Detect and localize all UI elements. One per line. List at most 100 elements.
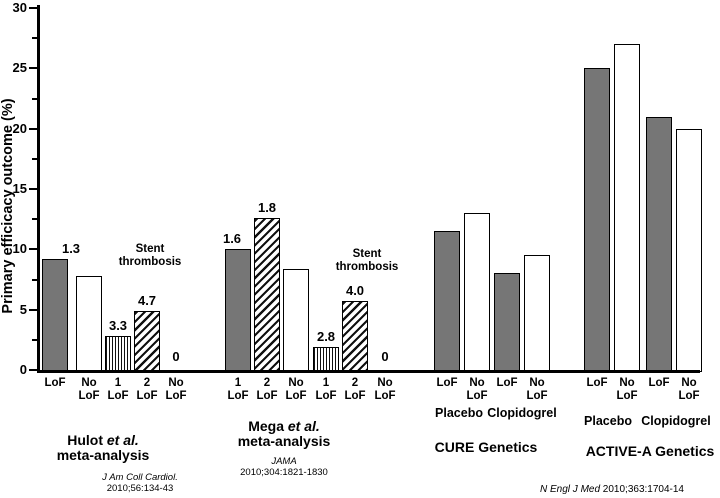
group-citation-line: 2010;56:134-43 [107,483,174,494]
x-tick-label: LoF [586,377,608,389]
bar [134,310,160,372]
y-major-tick [29,248,37,251]
caption-text: et al. [287,418,320,434]
y-tick-label: 15 [12,181,27,196]
arm-label: Clopidogrel [487,406,557,420]
y-minor-tick [32,37,37,40]
annotation-stent-thrombosis: Stent thrombosis [335,248,399,273]
caption-text: J Am Coll Cardiol. [102,472,178,483]
x-tick-label: 1 LoF [315,377,337,402]
bar [225,249,251,372]
y-tick-label: 0 [19,362,27,377]
arm-label: Clopidogrel [641,414,711,428]
bar [76,275,102,372]
bar [524,255,550,372]
caption-text: CURE Genetics [434,439,538,455]
footnote-citation: N Engl J Med 2010;363:1704-14 [540,484,684,495]
x-tick-label: 2 LoF [344,377,366,402]
y-minor-tick [32,157,37,160]
y-major-tick [29,67,37,70]
y-major-tick [29,188,37,190]
y-minor-tick [32,97,37,100]
bar [283,268,309,372]
bar [494,273,520,372]
x-tick-label: No LoF [678,377,700,402]
bar-data-label: 1.3 [61,240,81,256]
y-minor-tick [32,338,37,341]
caption-text: JAMA [271,456,297,467]
bar [342,301,368,372]
x-axis-line [37,369,700,373]
x-tick-label: No LoF [165,377,187,402]
x-tick-label: 1 LoF [227,377,249,402]
x-tick-label: No LoF [374,377,396,402]
arm-label: Placebo [584,414,632,428]
caption-text: meta-analysis [56,447,150,463]
x-tick-label: No LoF [526,377,548,402]
bar-data-label: 2.8 [316,329,336,345]
bar-data-label: 4.0 [345,283,365,299]
x-tick-label: LoF [436,377,458,389]
caption-text: 2010;56:134-43 [106,483,174,494]
y-major-tick [29,308,37,311]
group-citation-line: JAMA [271,456,296,467]
bar-data-label: 1.8 [257,199,277,215]
caption-text: ACTIVE-A Genetics [585,443,715,459]
y-tick-label: 20 [12,120,27,136]
x-tick-label: 2 LoF [256,377,278,402]
bar-data-label: 4.7 [137,292,157,308]
group-title-line: Hulot et al. [67,433,139,448]
x-tick-label: No LoF [616,377,638,402]
x-tick-label: LoF [496,377,518,389]
bar [254,217,280,372]
group-citation-line: J Am Coll Cardiol. [102,472,178,483]
caption-text: Hulot [67,432,107,448]
x-tick-label: No LoF [466,377,488,402]
caption-text: 2010;304:1821-1830 [240,467,328,478]
annotation-stent-thrombosis: Stent thrombosis [118,243,182,268]
footnote-reference: 2010;363:1704-14 [600,484,684,495]
group-title-line: CURE Genetics [435,440,538,455]
y-axis-line [37,5,40,372]
y-major-tick [29,369,37,371]
bar [434,231,460,372]
y-tick-label: 10 [12,241,27,257]
y-tick-label: 25 [12,60,27,76]
bar [464,213,490,372]
caption-text: meta-analysis [237,433,331,449]
x-tick-label: 1 LoF [107,377,129,402]
bar [584,68,610,372]
bar-data-label: 1.6 [222,231,242,247]
y-major-tick [29,127,37,130]
caption-text: Mega [248,418,288,434]
x-tick-label: No LoF [285,377,307,402]
y-major-tick [29,7,37,9]
bar [676,128,702,372]
y-minor-tick [32,278,37,281]
bar-data-label: 0 [172,349,180,364]
bar [313,347,339,372]
bar [614,44,640,372]
group-citation-line: 2010;304:1821-1830 [240,467,328,478]
bar-data-label: 0 [381,349,389,364]
y-tick-label: 30 [12,0,27,15]
bar [646,116,672,372]
arm-label: Placebo [435,406,483,420]
x-tick-label: LoF [44,377,66,389]
caption-text: et al. [106,432,139,448]
x-tick-label: 2 LoF [136,377,158,402]
y-tick-label: 5 [19,301,27,317]
group-title-line: meta-analysis [238,434,331,449]
x-tick-label: LoF [648,377,670,389]
bar [105,336,131,372]
y-minor-tick [32,218,37,221]
footnote-journal: N Engl J Med [540,484,601,495]
group-title-line: meta-analysis [57,448,150,463]
bar [42,258,68,372]
group-title-line: ACTIVE-A Genetics [586,444,715,459]
bar-data-label: 3.3 [108,318,128,334]
group-title-line: Mega et al. [248,419,320,434]
x-tick-label: No LoF [78,377,100,402]
